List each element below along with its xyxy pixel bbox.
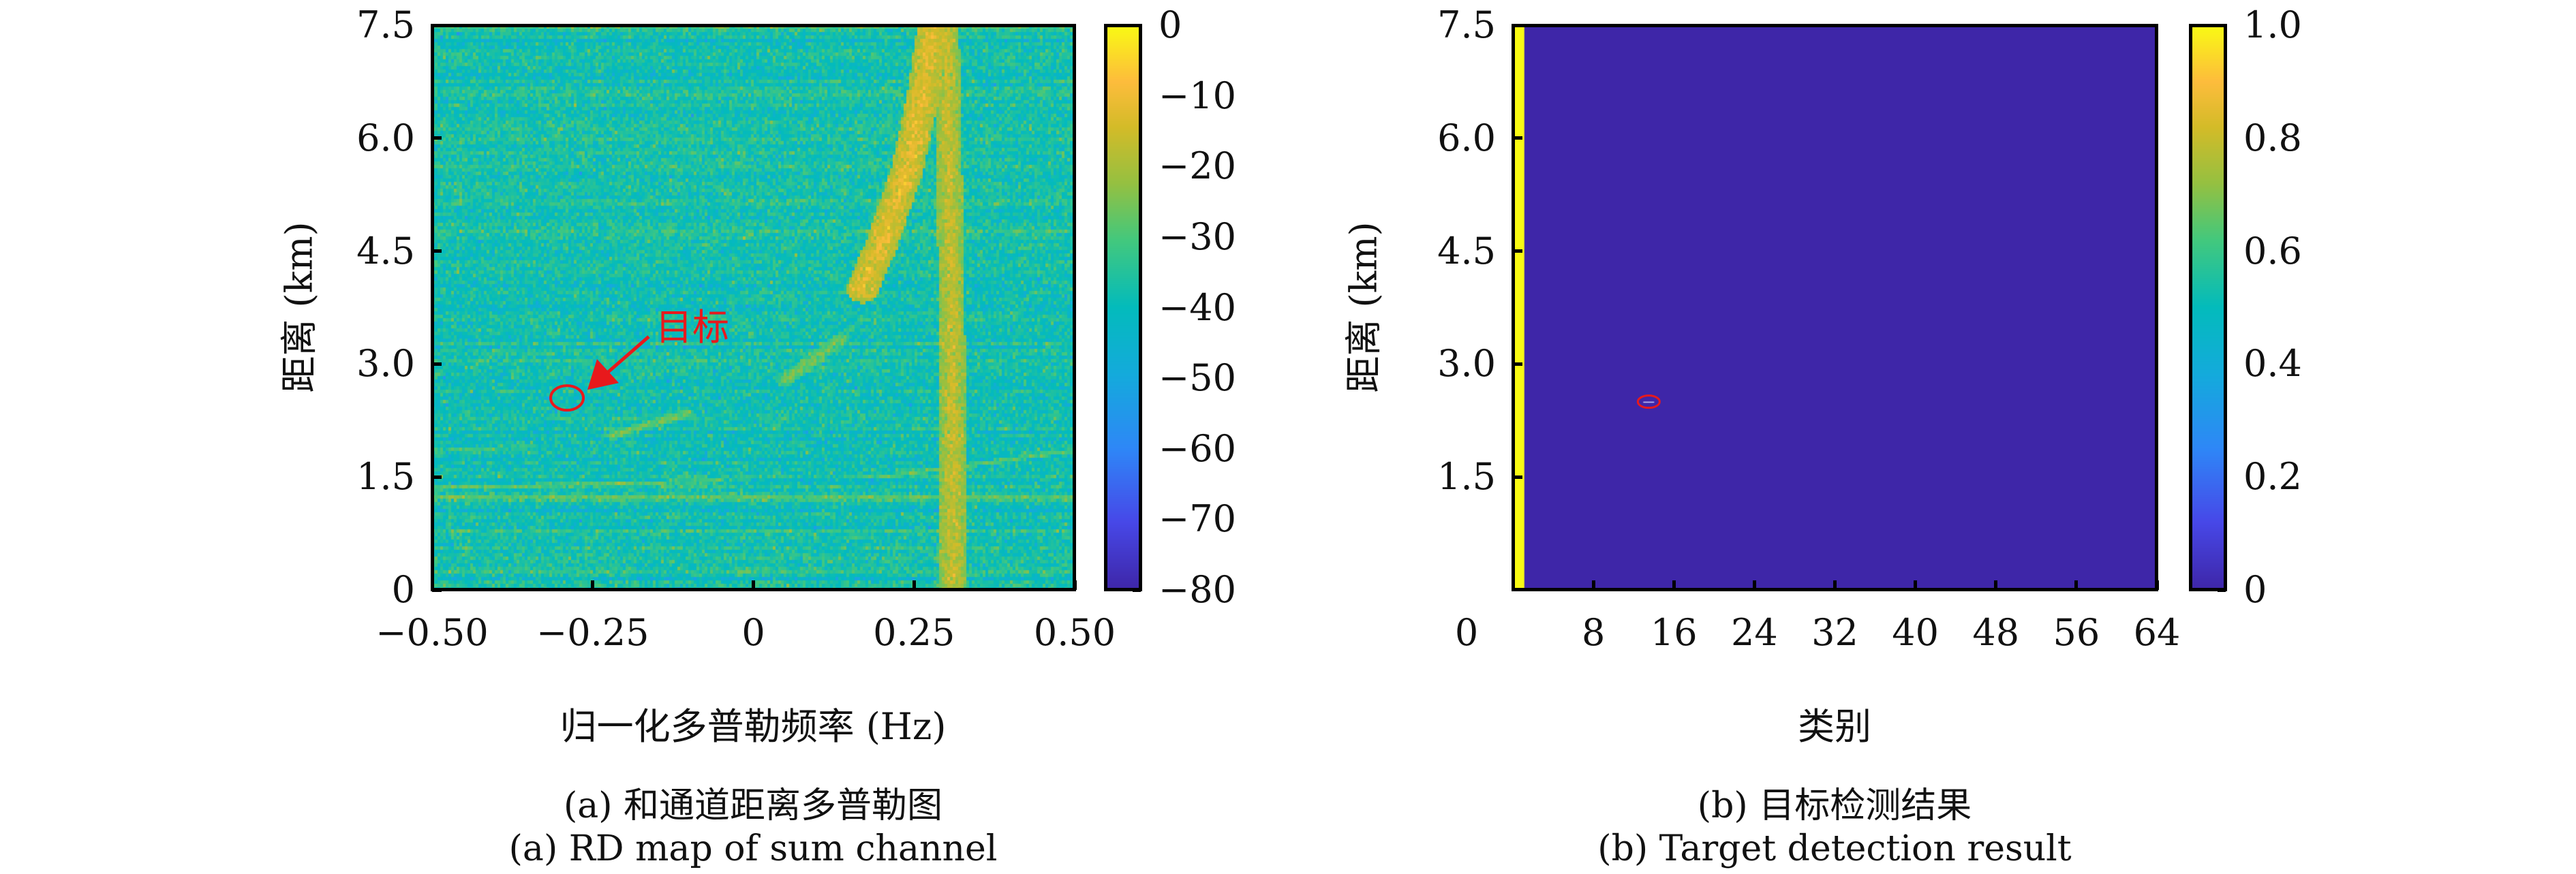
x-tick-label: 48 bbox=[1972, 611, 2020, 654]
x-tick-label: 32 bbox=[1811, 611, 1858, 654]
x-tick-label: 40 bbox=[1892, 611, 1939, 654]
colorbar-tick-label: 0.6 bbox=[2243, 229, 2302, 272]
x-tick-label: 0 bbox=[741, 611, 765, 654]
colorbar-tick-label: −80 bbox=[1159, 568, 1236, 611]
tick-mark bbox=[2074, 580, 2079, 590]
x-tick-label: −0.25 bbox=[536, 611, 649, 654]
colorbar-tick-label: 0 bbox=[1159, 3, 1182, 46]
tick-mark bbox=[432, 249, 442, 253]
x-tick-label: 0.50 bbox=[1033, 611, 1116, 654]
y-tick-label: 0 bbox=[391, 568, 415, 611]
y-tick-label: 7.5 bbox=[356, 3, 415, 46]
tick-mark bbox=[1914, 580, 1918, 590]
tick-mark bbox=[1752, 580, 1756, 590]
tick-mark bbox=[752, 580, 755, 590]
colorbar-tick-label: −30 bbox=[1159, 215, 1236, 258]
tick-mark bbox=[1833, 580, 1837, 590]
colorbar-tick-label: −50 bbox=[1159, 356, 1236, 400]
y-tick-label: 7.5 bbox=[1437, 3, 1496, 46]
colorbar-tick-label: 0.4 bbox=[2243, 342, 2302, 386]
colorbar-tick-label: −70 bbox=[1159, 497, 1236, 541]
x-tick-label: 24 bbox=[1731, 611, 1778, 654]
colorbar-tick-label: −20 bbox=[1159, 144, 1236, 188]
tick-mark bbox=[1513, 23, 1522, 27]
target-annotation-label: 目标 bbox=[656, 306, 730, 349]
detection-colorbar bbox=[2190, 25, 2226, 590]
tick-mark bbox=[1591, 580, 1595, 590]
x-tick-label: 8 bbox=[1581, 611, 1606, 654]
target-circle bbox=[1636, 394, 1661, 409]
detection-heatmap bbox=[1513, 25, 2157, 590]
tick-mark bbox=[432, 475, 442, 479]
tick-mark bbox=[432, 588, 442, 592]
tick-mark bbox=[430, 580, 434, 590]
detection-target-marker bbox=[1636, 394, 1661, 409]
x-tick-label: 0 bbox=[1454, 611, 1479, 654]
colorbar-tick-label: −60 bbox=[1159, 426, 1236, 470]
target-annotation bbox=[549, 335, 650, 412]
tick-mark bbox=[432, 136, 442, 140]
y-tick-label: 6.0 bbox=[1437, 116, 1496, 159]
tick-mark bbox=[912, 580, 916, 590]
tick-mark bbox=[2155, 580, 2159, 590]
tick-mark bbox=[432, 362, 442, 366]
y-tick-label: 3.0 bbox=[1437, 342, 1496, 386]
tick-mark bbox=[1513, 136, 1522, 140]
colorbar-tick-label: 0.2 bbox=[2243, 455, 2302, 499]
detection-xlabel: 类别 bbox=[1798, 705, 1871, 748]
x-tick-label: 56 bbox=[2053, 611, 2100, 654]
tick-mark bbox=[432, 23, 442, 27]
rd-map-colorbar bbox=[1105, 25, 1141, 590]
tick-mark bbox=[1513, 475, 1522, 479]
tick-mark bbox=[591, 580, 595, 590]
y-tick-label: 6.0 bbox=[356, 116, 415, 159]
rd-map-colorbar-frame bbox=[1104, 24, 1142, 591]
colorbar-tick-label: 1.0 bbox=[2243, 3, 2302, 46]
target-circle bbox=[549, 384, 585, 412]
rd-map-heatmap bbox=[432, 25, 1075, 590]
y-tick-label: 3.0 bbox=[356, 342, 415, 386]
detection-ylabel: 距离 (km) bbox=[1342, 221, 1385, 393]
y-tick-label: 1.5 bbox=[1437, 455, 1496, 499]
tick-mark bbox=[1672, 580, 1676, 590]
colorbar-tick-label: −10 bbox=[1159, 74, 1236, 117]
tick-mark bbox=[1513, 362, 1522, 366]
x-tick-label: 64 bbox=[2133, 611, 2181, 654]
arrow-shaft bbox=[600, 335, 650, 380]
caption-b-chinese: (b) 目标检测结果 bbox=[1697, 785, 1972, 826]
caption-a-english: (a) RD map of sum channel bbox=[508, 828, 998, 869]
y-tick-label: 4.5 bbox=[356, 229, 415, 272]
arrow-head-icon bbox=[587, 359, 619, 390]
tick-mark bbox=[1073, 580, 1077, 590]
y-tick-label: 1.5 bbox=[356, 455, 415, 499]
tick-mark bbox=[1513, 249, 1522, 253]
colorbar-tick-label: −40 bbox=[1159, 285, 1236, 329]
x-tick-label: −0.50 bbox=[375, 611, 489, 654]
x-tick-label: 16 bbox=[1650, 611, 1698, 654]
rd-map-ylabel: 距离 (km) bbox=[277, 221, 321, 393]
colorbar-tick-label: 0.8 bbox=[2243, 116, 2302, 159]
tick-mark bbox=[1994, 580, 1998, 590]
caption-b-english: (b) Target detection result bbox=[1597, 828, 2072, 869]
colorbar-tick-label: 0 bbox=[2243, 568, 2267, 611]
y-tick-label: 4.5 bbox=[1437, 229, 1496, 272]
rd-map-xlabel: 归一化多普勒频率 (Hz) bbox=[559, 705, 947, 748]
x-tick-label: 0.25 bbox=[873, 611, 955, 654]
detection-colorbar-frame bbox=[2189, 24, 2227, 591]
caption-a-chinese: (a) 和通道距离多普勒图 bbox=[563, 785, 943, 826]
